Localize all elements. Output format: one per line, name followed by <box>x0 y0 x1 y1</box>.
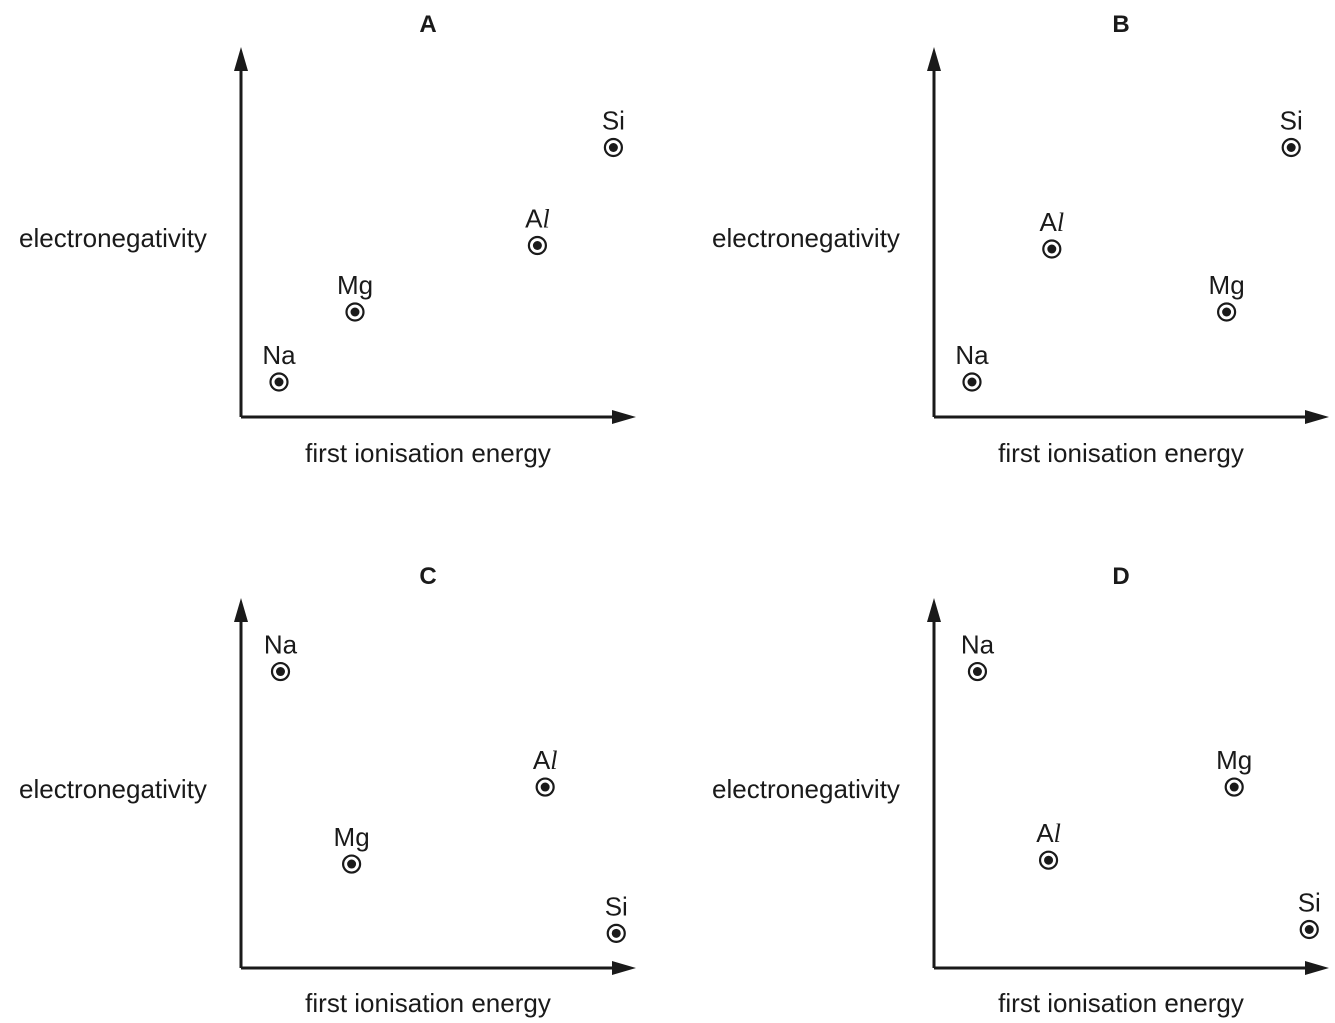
point-marker-dot <box>609 143 618 152</box>
y-axis-label: electronegativity <box>19 774 207 804</box>
data-point-mg: Mg <box>1209 270 1245 321</box>
point-marker-dot <box>968 378 977 387</box>
chart-title: D <box>1112 563 1129 590</box>
data-point-mg: Mg <box>334 822 370 873</box>
point-label: Na <box>262 340 296 370</box>
x-axis-arrow-icon <box>612 410 636 424</box>
data-point-al: Al <box>533 745 558 796</box>
x-axis-label: first ionisation energy <box>998 988 1244 1018</box>
point-label: Al <box>1036 818 1061 848</box>
point-label: Na <box>955 340 989 370</box>
y-axis-arrow-icon <box>927 47 941 71</box>
x-axis-label: first ionisation energy <box>998 438 1244 468</box>
point-label: Mg <box>1216 745 1252 775</box>
point-marker-dot <box>347 860 356 869</box>
point-marker-dot <box>351 308 360 317</box>
point-marker-dot <box>1230 783 1239 792</box>
point-label: Al <box>533 745 558 775</box>
point-marker-dot <box>1305 925 1314 934</box>
point-label: Si <box>1280 106 1303 136</box>
y-axis-arrow-icon <box>927 598 941 622</box>
point-label: Al <box>1040 207 1065 237</box>
y-axis-arrow-icon <box>234 47 248 71</box>
point-label: Mg <box>337 270 373 300</box>
y-axis-label: electronegativity <box>712 223 900 253</box>
point-label: Si <box>602 106 625 136</box>
data-point-si: Si <box>1280 106 1303 157</box>
point-marker-dot <box>1222 308 1231 317</box>
point-label: Mg <box>1209 270 1245 300</box>
y-axis-arrow-icon <box>234 598 248 622</box>
data-point-si: Si <box>605 891 628 942</box>
data-point-al: Al <box>525 204 550 255</box>
x-axis-label: first ionisation energy <box>305 438 551 468</box>
point-label: Na <box>961 630 995 660</box>
chart-title: B <box>1112 11 1129 38</box>
point-label: Mg <box>334 822 370 852</box>
data-point-si: Si <box>1298 888 1321 939</box>
data-point-mg: Mg <box>1216 745 1252 796</box>
data-point-na: Na <box>955 340 989 391</box>
point-label: Si <box>605 891 628 921</box>
y-axis-label: electronegativity <box>712 774 900 804</box>
chart-title: C <box>419 563 436 590</box>
point-label: Na <box>264 630 298 660</box>
x-axis-arrow-icon <box>612 961 636 975</box>
data-point-na: Na <box>262 340 296 391</box>
point-marker-dot <box>1287 143 1296 152</box>
data-point-al: Al <box>1040 207 1065 258</box>
data-point-al: Al <box>1036 818 1061 869</box>
point-label: Al <box>525 204 550 234</box>
point-marker-dot <box>275 378 284 387</box>
data-point-mg: Mg <box>337 270 373 321</box>
point-marker-dot <box>541 783 550 792</box>
point-marker-dot <box>1047 245 1056 254</box>
data-point-na: Na <box>264 630 298 681</box>
point-label: Si <box>1298 888 1321 918</box>
x-axis-arrow-icon <box>1305 961 1329 975</box>
point-marker-dot <box>612 929 621 938</box>
point-marker-dot <box>1044 856 1053 865</box>
x-axis-label: first ionisation energy <box>305 988 551 1018</box>
chart-title: A <box>419 11 436 38</box>
point-marker-dot <box>973 667 982 676</box>
data-point-na: Na <box>961 630 995 681</box>
y-axis-label: electronegativity <box>19 223 207 253</box>
data-point-si: Si <box>602 106 625 157</box>
x-axis-arrow-icon <box>1305 410 1329 424</box>
point-marker-dot <box>276 667 285 676</box>
point-marker-dot <box>533 241 542 250</box>
